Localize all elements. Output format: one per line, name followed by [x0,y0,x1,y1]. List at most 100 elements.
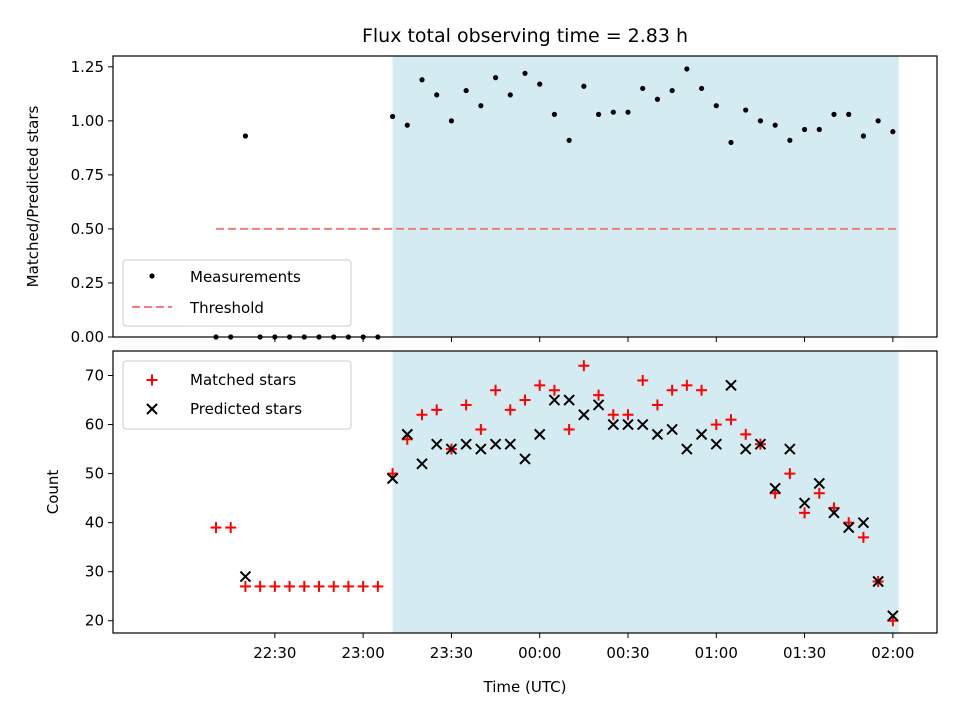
matched-star-point [666,384,678,396]
predicted-star-point [416,458,428,470]
top-legend: Measurements Threshold [122,259,352,327]
measurement-point [448,118,455,124]
measurement-point [551,111,558,117]
predicted-star-point [460,438,472,450]
matched-star-point [372,580,384,592]
measurement-point [743,107,749,113]
predicted-star-point [519,453,531,465]
measurement-point [890,129,896,135]
predicted-star-point [504,438,516,450]
matched-star-point [284,580,296,592]
measurement-point [640,85,646,92]
predicted-star-point [607,418,619,431]
cross-stroke-b [401,428,413,441]
top-y-ticks: 0.00 0.25 0.50 0.75 1.00 1.25 [71,58,113,346]
cross-stroke-b [622,418,634,431]
predicted-star-point [843,521,855,534]
predicted-star-point [578,409,590,421]
cross-stroke-b [548,394,561,406]
cross-stroke-b [725,379,737,392]
cross-stroke-b [666,423,678,436]
x-tick-label: 01:30 [783,644,826,662]
legend-plus-glyph [146,374,158,386]
predicted-star-point [887,610,899,622]
cross-stroke-b [651,428,664,441]
top-y-tick-label: 0.00 [71,328,104,346]
predicted-star-point [725,379,737,392]
matched-star-point [622,409,634,421]
legend-predicted-marker [146,403,158,415]
measurement-point [242,133,249,139]
matched-star-point [254,580,266,592]
predicted-star-point [813,477,825,490]
predicted-star-point [622,418,634,431]
cross-stroke-b [534,428,546,441]
cross-stroke-b [416,458,428,470]
matched-star-point [416,409,428,421]
x-tick-label: 02:00 [871,644,914,662]
bottom-axes-frame [112,350,938,634]
bottom-y-ticks: 20 30 40 50 60 70 [85,367,113,630]
predicted-star-point [239,570,252,583]
measurement-point [595,111,602,117]
x-tick-label: 00:00 [518,644,561,662]
matched-star-point [269,580,281,592]
matched-star-point [725,414,737,426]
measurement-point [389,113,396,120]
cross-stroke-b [695,428,708,441]
measurement-point [772,122,778,128]
measurement-point [610,109,616,115]
measurement-point [860,133,867,139]
measurement-point [816,126,822,133]
legend-measurements-marker [149,273,155,279]
top-legend-box [122,259,352,327]
matched-star-point [563,423,575,435]
cross-stroke-b [239,570,252,583]
matched-star-point [637,374,649,386]
matched-star-point [857,531,869,543]
cross-stroke-b [798,497,811,509]
top-y-tick-label: 0.50 [71,220,104,238]
measurement-point [654,96,661,102]
measurement-point [581,83,587,89]
cross-stroke-b [637,418,649,431]
cross-stroke-b [386,472,399,485]
top-y-tick-label: 1.00 [71,112,104,130]
bottom-legend-box [122,360,352,430]
matched-star-point [298,580,310,592]
measurement-point [434,92,440,98]
predicted-star-point [798,497,811,509]
cross-stroke-b [445,443,458,455]
measurement-point [507,92,513,98]
matched-star-point [813,487,825,499]
matched-star-point [607,409,619,421]
bottom-x-ticks: 22:30 23:00 23:30 00:00 00:30 01:00 01:30 02:00 [253,633,914,662]
cross-stroke-b [828,507,840,519]
matched-star-point [799,507,811,519]
predicted-star-point [681,443,693,455]
matched-star-point [239,580,251,592]
matched-star-point [534,379,546,391]
measurement-point [478,103,484,109]
top-panel: 0.00 0.25 0.50 0.75 1.00 1.25 Flux total obse… [24,25,938,346]
x-tick-label: 23:30 [430,644,473,662]
matched-star-point [431,404,443,416]
matched-star-point [740,428,752,440]
cross-stroke-b [813,477,825,490]
matched-star-point [475,423,487,435]
measurement-point [875,118,881,124]
predicted-star-point [857,516,870,529]
legend-cross-glyph [146,403,158,415]
matched-star-point [357,580,369,592]
x-axis-label: Time (UTC) [483,678,567,696]
matched-star-point [342,580,354,592]
legend-measurements-label: Measurements [190,268,301,286]
cross-stroke-b [784,443,796,455]
matched-star-point [710,419,722,431]
top-y-axis-label: Matched/Predicted stars [24,106,42,288]
matched-star-point [578,360,590,372]
measurement-point [846,111,852,117]
predicted-star-point [592,399,605,411]
matched-star-point [593,389,605,401]
